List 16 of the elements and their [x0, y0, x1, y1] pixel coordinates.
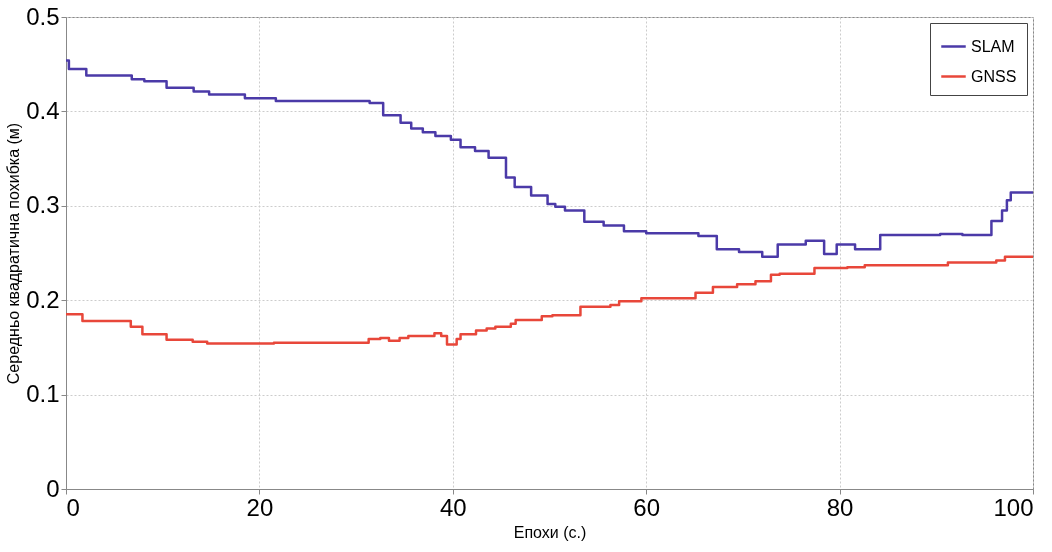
- x-tick-label: 0: [66, 493, 80, 521]
- y-tick-label: 0.3: [26, 191, 60, 219]
- y-tick-label: 0.5: [26, 2, 60, 30]
- x-tick-label: 40: [439, 493, 467, 521]
- x-tick-label: 100: [993, 493, 1034, 521]
- x-axis-title: Епохи (с.): [513, 523, 587, 541]
- legend-label: SLAM: [971, 37, 1015, 55]
- y-axis-title: Середньо квадратична похибка (м): [5, 122, 23, 385]
- x-tick-label: 80: [826, 493, 854, 521]
- y-tick-label: 0.1: [26, 380, 60, 408]
- legend-label: GNSS: [971, 67, 1017, 85]
- x-tick-label: 20: [246, 493, 274, 521]
- y-tick-label: 0.4: [26, 96, 60, 124]
- y-tick-label: 0.2: [26, 285, 60, 313]
- y-tick-label: 0: [46, 474, 60, 502]
- x-tick-label: 60: [633, 493, 661, 521]
